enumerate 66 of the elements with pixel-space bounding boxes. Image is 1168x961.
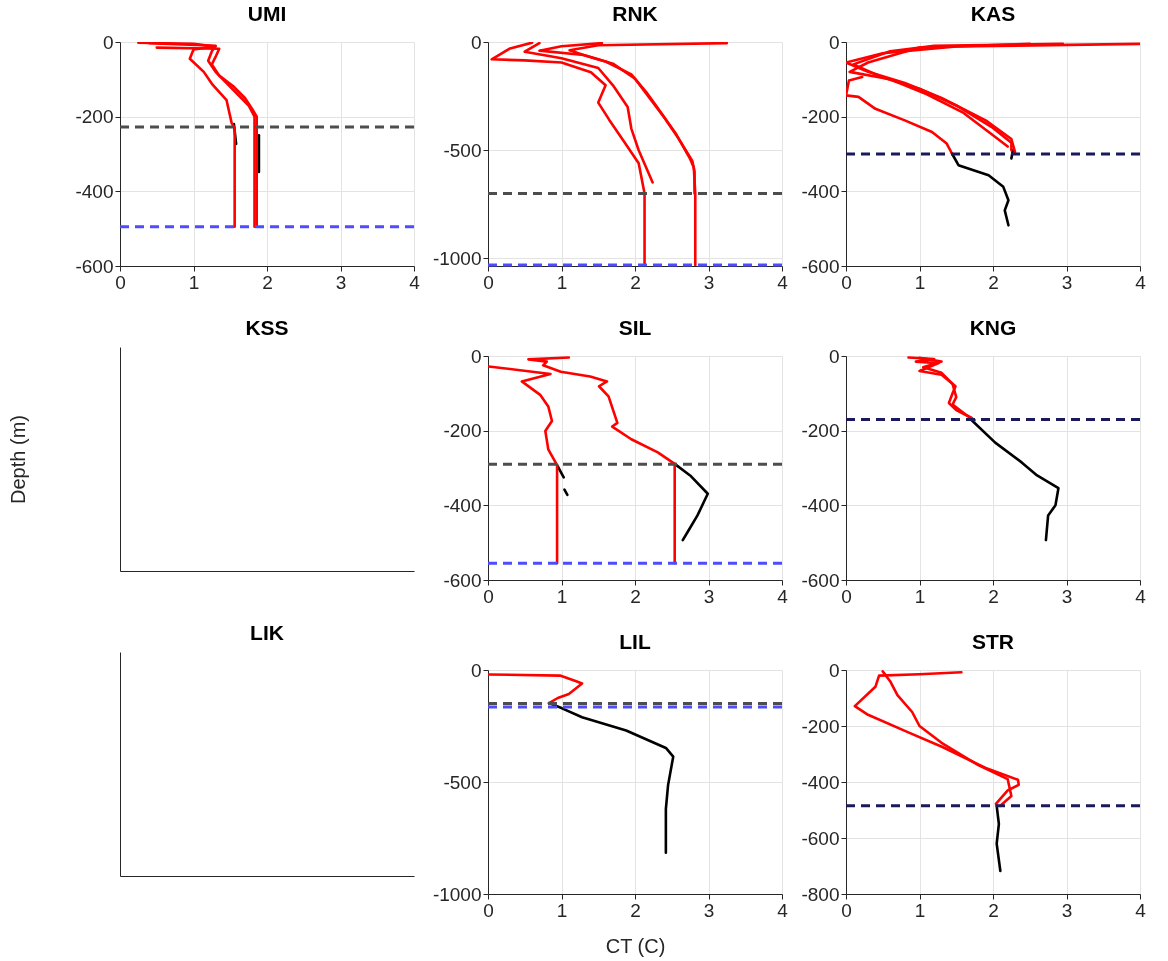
- y-tick-label: -400: [75, 180, 114, 202]
- y-tick-label: 0: [828, 345, 840, 367]
- y-tick-label: -200: [801, 420, 840, 442]
- x-tick-label: 4: [777, 271, 789, 293]
- y-tick-label: -500: [443, 139, 482, 161]
- x-tick-label: 4: [1135, 899, 1147, 921]
- x-tick-label: 1: [914, 585, 926, 607]
- y-tick-label: -400: [801, 494, 840, 516]
- y-tick-label: 0: [470, 345, 482, 367]
- chart-title: STR: [972, 630, 1014, 653]
- y-tick-label: -400: [801, 180, 840, 202]
- x-tick-label: 1: [556, 585, 568, 607]
- y-tick-label: -600: [443, 569, 482, 591]
- y-tick-label: 0: [470, 659, 482, 681]
- y-tick-label: -600: [801, 827, 840, 849]
- y-tick-label: -1000: [432, 247, 482, 269]
- x-tick-label: 3: [1061, 585, 1073, 607]
- x-tick-label: 3: [703, 271, 715, 293]
- y-tick-label: -600: [801, 569, 840, 591]
- x-tick-label: 4: [1135, 585, 1147, 607]
- x-tick-label: 4: [1135, 271, 1147, 293]
- y-tick-label: -600: [75, 255, 114, 277]
- x-tick-label: 3: [1061, 271, 1073, 293]
- y-tick-label: 0: [102, 31, 114, 53]
- x-tick-label: 4: [777, 585, 789, 607]
- text: LIK: [250, 621, 284, 644]
- x-tick-label: 2: [988, 899, 999, 921]
- x-tick-label: 2: [630, 585, 641, 607]
- chart-title: UMI: [247, 2, 287, 25]
- x-tick-label: 1: [914, 271, 926, 293]
- y-tick-label: -600: [801, 255, 840, 277]
- y-tick-label: -1000: [432, 883, 482, 905]
- y-tick-label: 0: [828, 659, 840, 681]
- chart-title: SIL: [618, 316, 652, 339]
- y-tick-label: -200: [801, 106, 840, 128]
- y-tick-label: -400: [801, 771, 840, 793]
- y-tick-label: 0: [470, 31, 482, 53]
- x-tick-label: 1: [188, 271, 200, 293]
- x-tick-label: 2: [988, 271, 999, 293]
- text: KSS: [245, 316, 289, 339]
- x-tick-label: 4: [409, 271, 421, 293]
- y-tick-label: -200: [801, 715, 840, 737]
- chart-title: KNG: [969, 316, 1017, 339]
- text: Depth (m): [6, 415, 29, 504]
- chart-title: LIL: [619, 630, 651, 653]
- y-tick-label: -500: [443, 771, 482, 793]
- y-tick-label: -200: [443, 420, 482, 442]
- chart-title: RNK: [612, 2, 658, 25]
- y-tick-label: -200: [75, 106, 114, 128]
- x-tick-label: 2: [630, 271, 641, 293]
- x-tick-label: 1: [556, 899, 568, 921]
- x-tick-label: 2: [630, 899, 641, 921]
- y-tick-label: 0: [828, 31, 840, 53]
- y-tick-label: -800: [801, 883, 840, 905]
- x-tick-label: 3: [1061, 899, 1073, 921]
- x-tick-label: 2: [262, 271, 273, 293]
- x-tick-label: 3: [703, 899, 715, 921]
- x-tick-label: 1: [556, 271, 568, 293]
- x-tick-label: 2: [988, 585, 999, 607]
- x-tick-label: 1: [914, 899, 926, 921]
- y-tick-label: -400: [443, 494, 482, 516]
- x-tick-label: 4: [777, 899, 789, 921]
- x-tick-label: 3: [703, 585, 715, 607]
- x-tick-label: 3: [335, 271, 347, 293]
- x-axis-title: CT (C): [605, 934, 666, 957]
- chart-title: KAS: [970, 2, 1016, 25]
